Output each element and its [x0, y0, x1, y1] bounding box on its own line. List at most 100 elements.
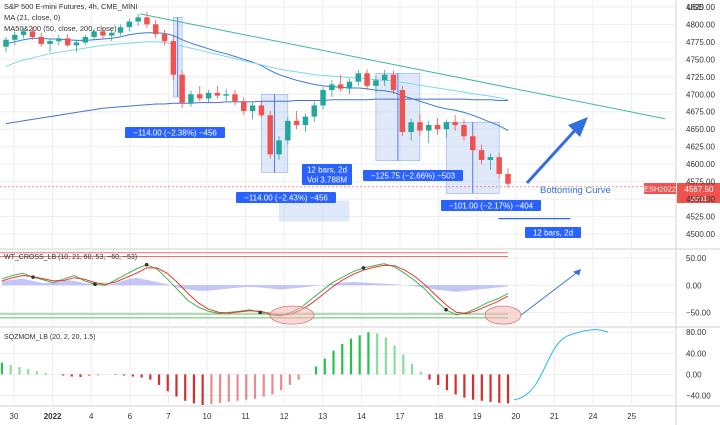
- measurement-label-6-bg: [525, 227, 581, 238]
- ma-line-ma200: [5, 98, 508, 125]
- time-axis: 30 2022 4 6 7 10 11 12 13 14 17 18 19 20 21 24 25: [10, 412, 637, 421]
- price-tick-label: 4600.00: [686, 160, 715, 169]
- momentum-projection-curve: [513, 329, 609, 401]
- candle-body: [179, 74, 185, 103]
- candle-body: [223, 94, 229, 96]
- candle-body: [82, 36, 88, 43]
- candle-body: [461, 125, 467, 137]
- candle-body: [337, 84, 344, 89]
- wt-projection-arrow-head: [573, 269, 581, 276]
- candle-body: [144, 17, 150, 25]
- price-tick-label: 4550.00: [686, 195, 715, 204]
- measurement-label-4-bg: [363, 170, 463, 181]
- wavetrend-panel: WT_CROSS_LB (10, 21, 60, 53, −60, −53): [0, 252, 581, 325]
- candle-body: [417, 122, 423, 131]
- x-tick-label: 6: [128, 412, 133, 421]
- candle-body: [355, 73, 362, 82]
- symbol-tag-bg: [644, 183, 676, 194]
- candle-body: [311, 105, 317, 117]
- candle-body: [214, 92, 221, 96]
- candle-body: [293, 120, 300, 125]
- price-tag-time: 20:11: [691, 196, 708, 203]
- price-tick-label: 4725.00: [686, 73, 715, 82]
- candle-body: [232, 94, 238, 102]
- wt-highlight-circle-2: [484, 305, 522, 325]
- price-tag-value: 4567.50: [685, 185, 714, 194]
- candle-body: [434, 125, 441, 130]
- candle-body: [20, 31, 27, 35]
- candle-body: [73, 42, 80, 46]
- chart-title: S&P 500 E-mini Futures, 4h, CME_MINI: [4, 2, 138, 11]
- price-tick-label: 4500.00: [686, 230, 715, 239]
- candle-body: [487, 157, 494, 160]
- x-tick-label: 11: [241, 412, 250, 421]
- x-tick-label: 30: [10, 412, 19, 421]
- price-tick-label: 4700.00: [686, 90, 715, 99]
- candle-body: [505, 173, 511, 184]
- mom-panel-title: SQZMOM_LB (20, 2, 20, 1.5): [4, 334, 95, 341]
- wt-tick-label: 0.00: [686, 281, 702, 290]
- x-tick-label: 12: [280, 412, 289, 421]
- candle-body: [197, 94, 203, 99]
- annotation-bottoming-curve: Bottoming Curve: [540, 185, 611, 196]
- mom-tick-label: −40.00: [686, 392, 711, 401]
- candle-body: [443, 122, 450, 130]
- x-tick-label: 2022: [44, 412, 62, 421]
- candle-body: [126, 21, 133, 28]
- candle-body: [117, 27, 124, 33]
- candle-body: [3, 39, 9, 47]
- x-tick-label: 17: [396, 412, 405, 421]
- candle-body: [320, 90, 326, 106]
- x-tick-label: 21: [550, 412, 559, 421]
- x-tick-label: 20: [511, 412, 520, 421]
- wt-tick-label: 50.00: [686, 254, 707, 263]
- mom-tick-label: 40.00: [686, 349, 707, 358]
- measurement-label-2-bg: [302, 164, 352, 185]
- x-tick-label: 10: [203, 412, 212, 421]
- candle-body: [249, 105, 256, 112]
- wt-cross-dot: [31, 275, 35, 279]
- candle-body: [373, 80, 379, 86]
- price-axis: 4500.00 4525.00 4550.00 4575.00 4600.00 4625.…: [686, 3, 715, 401]
- x-tick-label: 4: [89, 412, 94, 421]
- measurement-label-1-bg: [125, 127, 225, 138]
- mom-tick-label: 0.00: [686, 370, 702, 379]
- measurement-label-4: −125.75 (−2.66%) −503: [371, 172, 456, 181]
- wt2-line: [1, 264, 509, 316]
- measurement-label-1: −114.00 (−2.38%) −456: [133, 129, 217, 138]
- candle-body: [329, 84, 335, 91]
- mom-tick-label: 80.00: [686, 328, 707, 337]
- currency-label: USD: [687, 3, 704, 12]
- x-tick-label: 13: [318, 412, 327, 421]
- candle-body: [496, 157, 502, 174]
- measurement-label-2: 12 bars, 2d: [307, 166, 347, 175]
- projection-arrow-shaft: [525, 125, 580, 185]
- bars-range-box: [279, 200, 350, 222]
- measurement-label-3: −114.00 (−2.43%) −456: [244, 194, 328, 203]
- wt-cross-dot: [93, 282, 97, 287]
- candle-body: [47, 41, 53, 44]
- wt1-line: [1, 263, 509, 317]
- measurement-label-5-bg: [441, 200, 541, 211]
- candle-body: [29, 31, 36, 37]
- candle-body: [426, 125, 432, 131]
- x-tick-label: 18: [434, 412, 443, 421]
- price-tick-label: 4575.00: [686, 178, 715, 187]
- wt-cross-dot: [144, 262, 149, 267]
- price-tick-label: 4825.00: [686, 3, 715, 12]
- candle-body: [399, 90, 406, 132]
- candle-body: [38, 36, 44, 44]
- x-tick-label: 25: [627, 412, 636, 421]
- candle-body: [205, 92, 212, 99]
- candle-body: [64, 38, 71, 46]
- measurement-label-6: 12 bars, 2d: [533, 229, 573, 238]
- wt-projection-line: [520, 271, 579, 316]
- price-tick-label: 4675.00: [686, 108, 715, 117]
- candle-body: [108, 32, 115, 36]
- candle-body: [478, 150, 485, 160]
- candle-body: [408, 122, 414, 132]
- price-tick-label: 4650.00: [686, 125, 715, 134]
- ma-line-ma50: [5, 41, 509, 101]
